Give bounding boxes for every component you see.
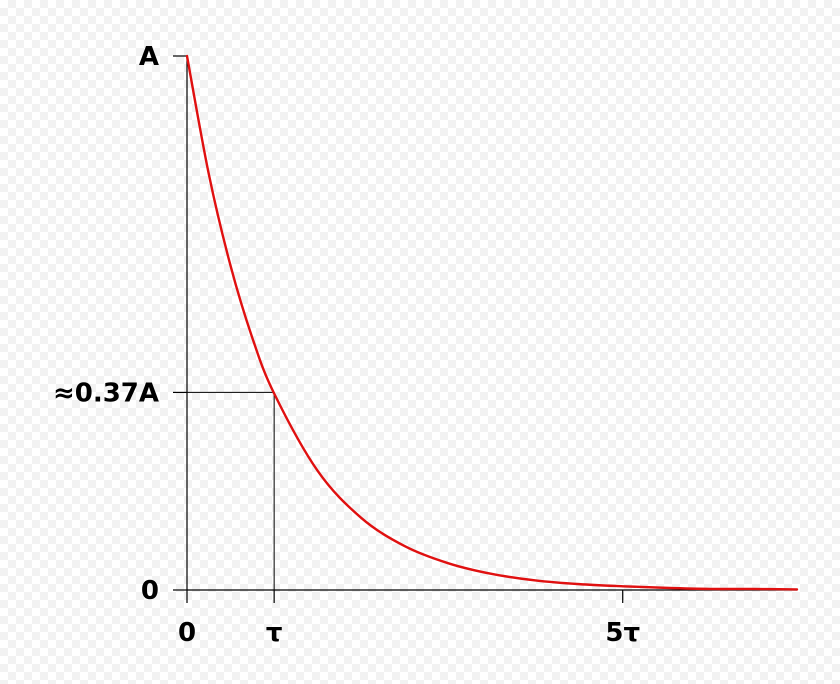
decay-curve bbox=[185, 54, 799, 591]
guides-layer bbox=[187, 391, 275, 590]
y-tick-label: 0 bbox=[141, 576, 159, 606]
y-tick-label: A bbox=[139, 42, 159, 72]
y-tick-label: ≈0.37A bbox=[53, 378, 159, 408]
series-layer bbox=[185, 54, 799, 591]
x-tick-label: τ bbox=[266, 618, 283, 648]
x-tick-label: 5τ bbox=[605, 618, 640, 648]
axes-layer bbox=[173, 55, 797, 603]
labels-layer: 0 τ 5τ 0 ≈0.37A A bbox=[53, 42, 640, 648]
x-tick-label: 0 bbox=[178, 618, 196, 648]
